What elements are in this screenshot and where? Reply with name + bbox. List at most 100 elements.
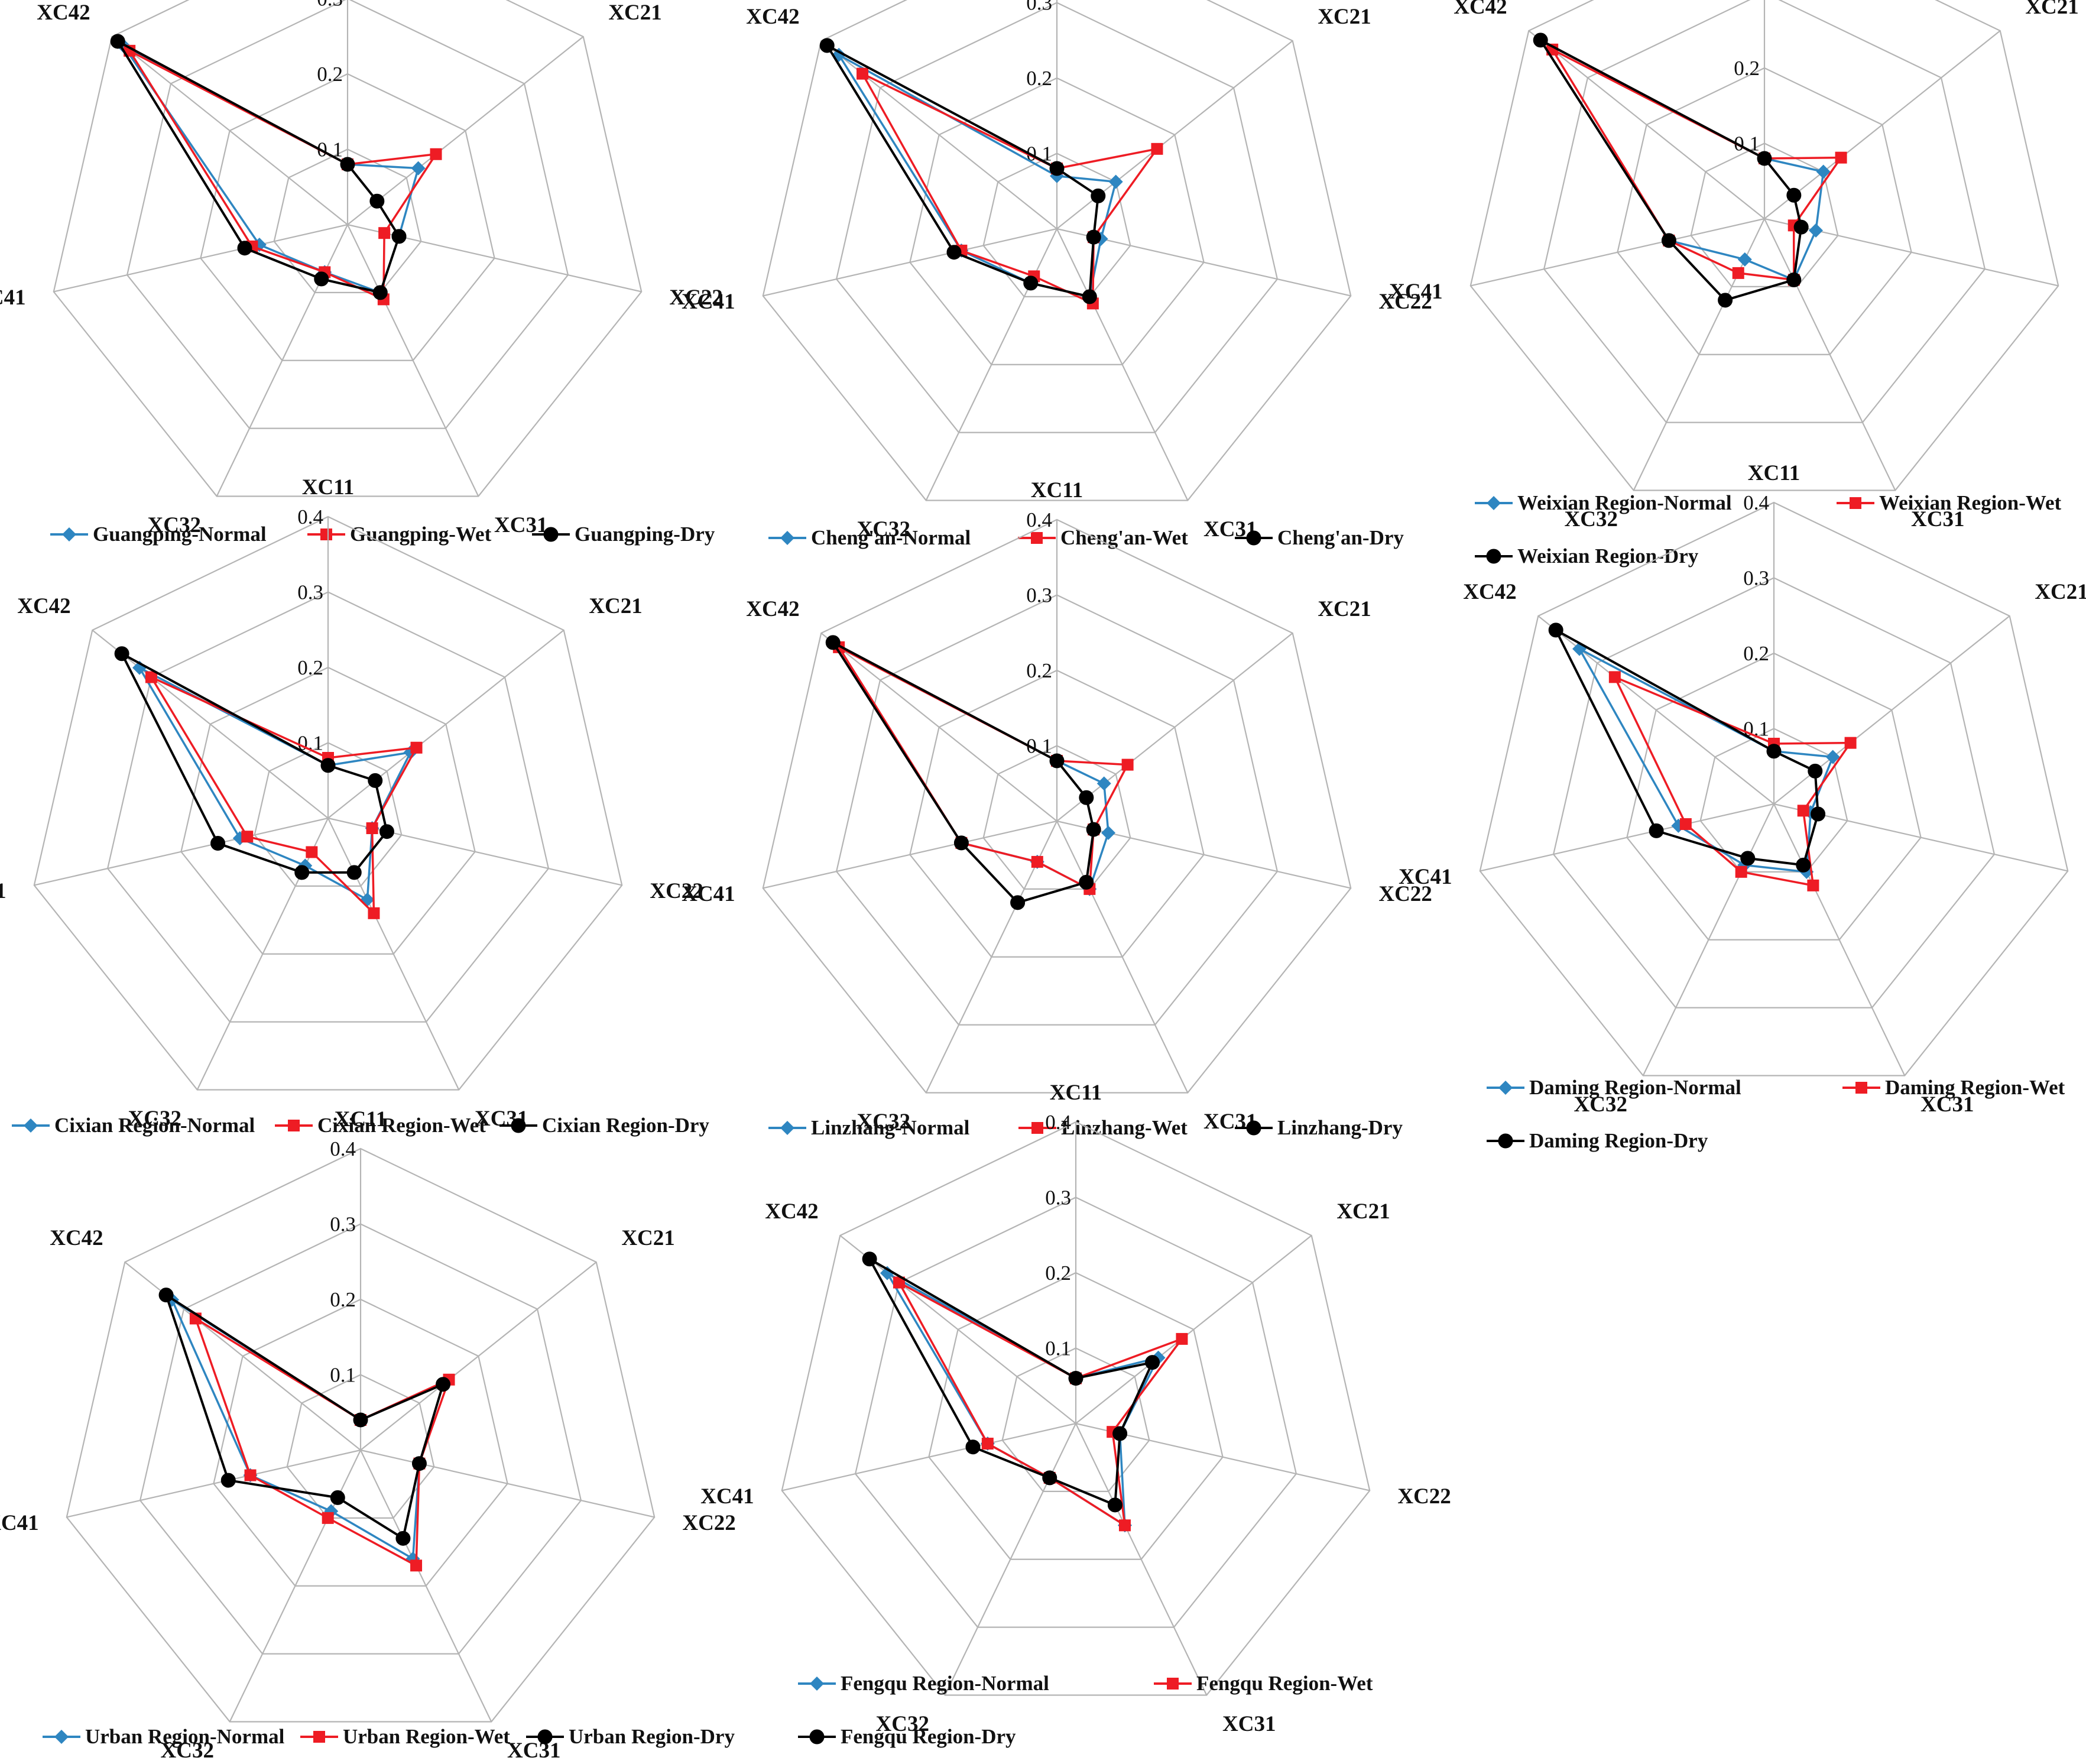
tick-label: 0.3 [1743, 567, 1769, 590]
legend-marker [24, 1118, 38, 1133]
legend: Guangping-Normal Guangping-Wet Guangping-D… [50, 523, 715, 546]
grid-ring [1617, 67, 1912, 355]
legend-item: Weixian Region-Normal [1475, 491, 1732, 514]
tick-label: 0.3 [1045, 1186, 1071, 1209]
data-point [1068, 1371, 1083, 1386]
axis-label: XC31 [1222, 1712, 1276, 1736]
legend-item: Cheng'an-Dry [1235, 526, 1404, 549]
legend-label: Cixian Region-Wet [317, 1114, 486, 1137]
legend: Linzhang-Normal Linzhang-Wet Linzhang-Dry [768, 1116, 1403, 1139]
data-point [1031, 855, 1043, 868]
legend-item: Linzhang-Normal [768, 1116, 970, 1139]
legend-item: Cixian Region-Wet [275, 1114, 486, 1137]
axis-label: XC32 [161, 1739, 214, 1763]
tick-label: 0.2 [1734, 57, 1760, 80]
grid-ring [982, 153, 1131, 297]
series-dry [158, 1288, 451, 1546]
legend-marker [780, 531, 794, 545]
grid-ring [854, 1196, 1297, 1628]
data-point [410, 1559, 423, 1572]
legend-marker [810, 1677, 824, 1691]
legend-label: Guangping-Dry [575, 523, 715, 546]
grid-spoke [839, 1235, 1076, 1424]
grid-ring [762, 518, 1352, 1094]
legend-item: Linzhang-Wet [1018, 1116, 1188, 1139]
data-point [210, 836, 226, 851]
grid-spoke [124, 1262, 361, 1451]
axis-label: XC42 [37, 1, 90, 25]
legend-marker [62, 527, 76, 541]
radar-chart-7: 0.1 0.2 0.3 0.4 XC11 XC21 XC22 XC31 XC32 XC41 XC42… [0, 1107, 736, 1763]
data-point [1096, 776, 1111, 791]
axis-label: XC32 [128, 1107, 181, 1131]
axis-label: XC42 [746, 597, 799, 621]
legend-marker [511, 1118, 526, 1133]
tick-label: 0.2 [330, 1288, 356, 1311]
axis-label: XC11 [1050, 1081, 1102, 1105]
legend-item: Daming Region-Dry [1487, 1129, 1708, 1152]
series-normal [1533, 33, 1831, 287]
legend: Urban Region-Normal Urban Region-Wet Urban… [43, 1725, 735, 1748]
legend-item: Linzhang-Dry [1235, 1116, 1403, 1139]
legend-item: Cheng'an-Wet [1018, 526, 1188, 549]
data-point [1079, 874, 1094, 890]
series-normal [880, 1266, 1166, 1533]
grid-ring [1001, 1347, 1150, 1492]
grid-spoke [360, 1450, 492, 1722]
legend-marker [1246, 1120, 1261, 1136]
axis-label: XC32 [876, 1712, 929, 1736]
series-line [121, 652, 388, 874]
grid-spoke [360, 1449, 655, 1518]
legend-label: Daming Region-Dry [1529, 1129, 1708, 1152]
legend-item: Cixian Region-Normal [12, 1114, 255, 1137]
legend-label: Daming Region-Wet [1885, 1076, 2065, 1099]
tick-label: 0.2 [1045, 1262, 1071, 1285]
tick-label: 0.4 [1045, 1111, 1071, 1134]
legend-label: Daming Region-Normal [1529, 1076, 1741, 1099]
data-point [1816, 164, 1831, 179]
axis-label: XC41 [700, 1484, 754, 1509]
series-wet [893, 1276, 1188, 1532]
data-point [1091, 188, 1106, 203]
axis-label: XC42 [1454, 0, 1507, 19]
grid-spoke [360, 1262, 597, 1451]
data-point [360, 892, 375, 907]
axis-label: XC32 [857, 1110, 910, 1134]
legend-item: Urban Region-Dry [526, 1725, 735, 1748]
radar-chart-6: 0.10.20.30.4XC11XC21XC22XC31XC32XC41XC42… [1399, 461, 2086, 1152]
data-point [1757, 151, 1772, 166]
axis-label: XC11 [335, 1107, 387, 1131]
data-point [379, 824, 394, 839]
data-point [1737, 252, 1752, 267]
data-point [1844, 737, 1857, 749]
data-point [1176, 1332, 1188, 1345]
data-point [241, 831, 254, 843]
grid-ring [213, 1298, 508, 1587]
legend-label: Weixian Region-Wet [1879, 491, 2062, 514]
data-point [1793, 219, 1809, 235]
legend-item: Fengqu Region-Dry [798, 1725, 1016, 1748]
grid-spoke [1056, 821, 1189, 1093]
data-point [411, 161, 426, 176]
series-wet [1608, 671, 1857, 891]
grid-spoke [111, 36, 348, 225]
legend-label: Fengqu Region-Normal [841, 1672, 1049, 1695]
data-point [346, 865, 362, 880]
axis-label: XC11 [302, 475, 354, 500]
grid-spoke [1056, 40, 1293, 229]
legend-marker [1855, 1082, 1867, 1094]
legend-item: Fengqu Region-Wet [1154, 1672, 1373, 1695]
data-point [1786, 187, 1802, 203]
legend-marker [1031, 532, 1043, 544]
grid-spoke [327, 630, 565, 819]
data-point [862, 1251, 877, 1267]
axis-label: XC32 [1565, 507, 1618, 531]
grid-ring [1690, 142, 1839, 287]
legend-item: Fengqu Region-Normal [798, 1672, 1049, 1695]
data-point [1740, 851, 1756, 866]
data-point [114, 646, 129, 662]
grid-spoke [820, 633, 1057, 822]
legend-marker [1246, 530, 1261, 546]
tick-label: 0.2 [1026, 659, 1052, 682]
